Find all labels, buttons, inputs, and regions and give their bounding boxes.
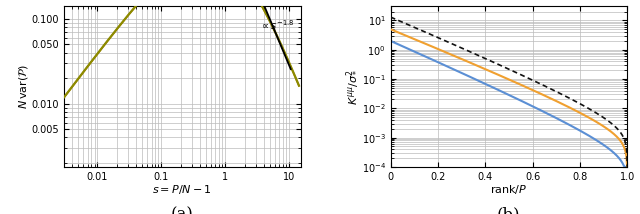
X-axis label: $\mathrm{rank}/P$: $\mathrm{rank}/P$ — [490, 183, 527, 196]
Y-axis label: $K^{\mu\mu}/\sigma_*^2$: $K^{\mu\mu}/\sigma_*^2$ — [344, 68, 360, 105]
Y-axis label: $N\,\mathrm{var}(\mathcal{P})$: $N\,\mathrm{var}(\mathcal{P})$ — [17, 64, 30, 109]
Text: (b): (b) — [497, 207, 521, 214]
X-axis label: $s = P/N-1$: $s = P/N-1$ — [152, 183, 212, 196]
Text: (a): (a) — [171, 207, 194, 214]
Text: $\propto s^{-1.8}$: $\propto s^{-1.8}$ — [260, 18, 294, 32]
